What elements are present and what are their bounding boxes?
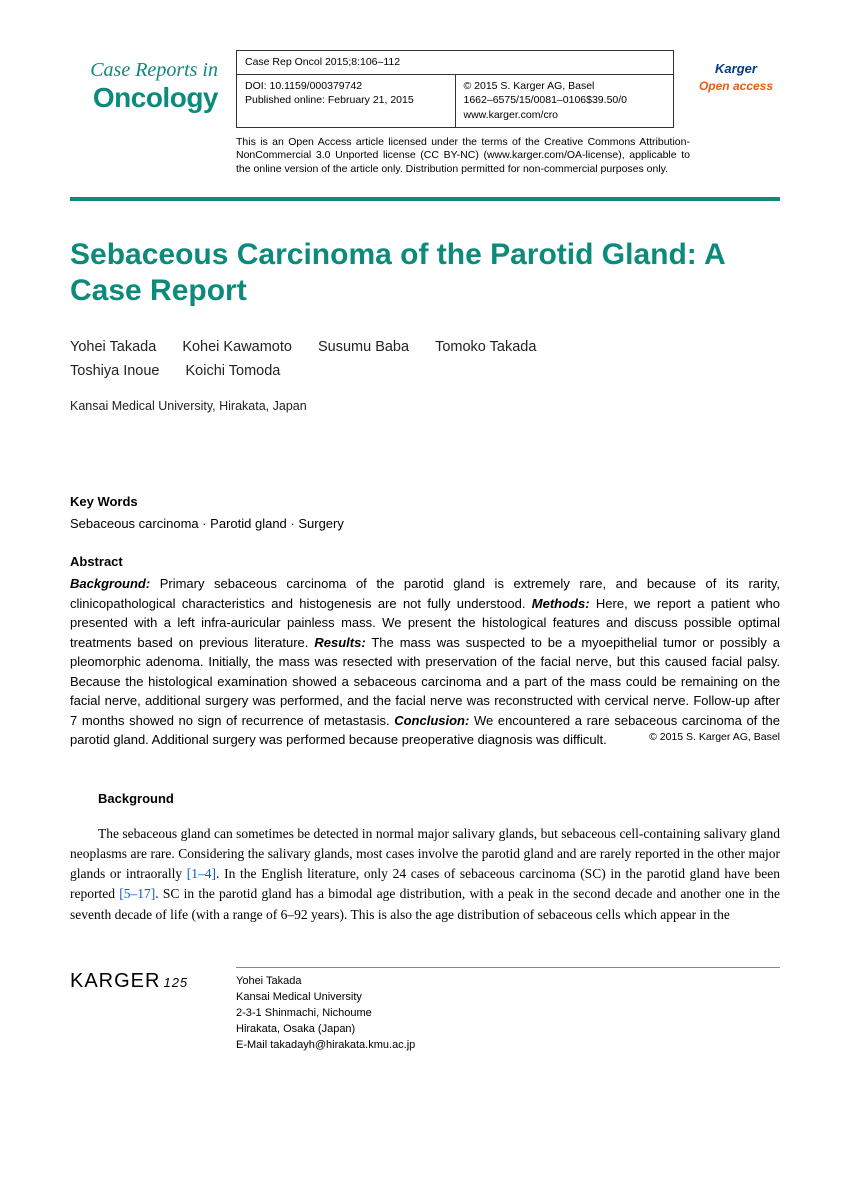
author: Kohei Kawamoto <box>182 335 292 360</box>
author: Tomoko Takada <box>435 335 536 360</box>
keywords-label: Key Words <box>70 493 780 511</box>
journal-logo: Case Reports in Oncology <box>70 50 218 112</box>
contact-address1: 2-3-1 Shinmachi, Nichoume <box>236 1006 780 1022</box>
meta-left: DOI: 10.1159/000379742 Published online:… <box>237 75 456 127</box>
journal-url: www.karger.com/cro <box>464 108 666 123</box>
meta-copyright: © 2015 S. Karger AG, Basel <box>464 79 666 94</box>
header-row: Case Reports in Oncology Case Rep Oncol … <box>70 50 780 128</box>
abstract-conclusion-label: Conclusion: <box>394 713 469 728</box>
abstract-copyright: © 2015 S. Karger AG, Basel <box>649 730 780 746</box>
open-access-label: Open access <box>692 78 780 95</box>
citation-ref[interactable]: [1–4] <box>187 866 216 881</box>
journal-name-line2: Oncology <box>70 84 218 112</box>
corresponding-author: Yohei Takada Kansai Medical University 2… <box>236 967 780 1054</box>
divider-rule <box>70 197 780 201</box>
keywords: Sebaceous carcinoma · Parotid gland · Su… <box>70 515 780 533</box>
page: Case Reports in Oncology Case Rep Oncol … <box>0 0 850 1094</box>
article-title: Sebaceous Carcinoma of the Parotid Gland… <box>70 237 780 309</box>
author: Koichi Tomoda <box>186 359 281 384</box>
citation: Case Rep Oncol 2015;8:106–112 <box>237 51 673 75</box>
body-text: . SC in the parotid gland has a bimodal … <box>70 886 780 921</box>
publisher-logo: KARGER125 <box>70 967 236 995</box>
published-date: Published online: February 21, 2015 <box>245 93 447 108</box>
abstract-label: Abstract <box>70 553 780 571</box>
body-heading: Background <box>98 790 780 808</box>
contact-name: Yohei Takada <box>236 974 780 990</box>
issn-price: 1662–6575/15/0081–0106$39.50/0 <box>464 93 666 108</box>
abstract-results-label: Results: <box>314 635 365 650</box>
contact-email: E-Mail takadayh@hirakata.kmu.ac.jp <box>236 1038 780 1054</box>
license-note: This is an Open Access article licensed … <box>236 136 690 177</box>
author: Toshiya Inoue <box>70 359 159 384</box>
citation-ref[interactable]: [5–17] <box>119 886 155 901</box>
publisher-name: KARGER <box>70 970 160 992</box>
footer: KARGER125 Yohei Takada Kansai Medical Un… <box>70 965 780 1054</box>
body-paragraph: The sebaceous gland can sometimes be det… <box>70 824 780 925</box>
contact-address2: Hirakata, Osaka (Japan) <box>236 1022 780 1038</box>
journal-name-line1: Case Reports in <box>70 56 218 84</box>
abstract-methods-label: Methods: <box>532 596 590 611</box>
publisher-badge: Karger <box>692 60 780 78</box>
meta-box: Case Rep Oncol 2015;8:106–112 DOI: 10.11… <box>236 50 674 128</box>
contact-institution: Kansai Medical University <box>236 990 780 1006</box>
meta-mid: DOI: 10.1159/000379742 Published online:… <box>237 75 673 127</box>
author: Yohei Takada <box>70 335 156 360</box>
meta-right: © 2015 S. Karger AG, Basel 1662–6575/15/… <box>456 75 674 127</box>
author: Susumu Baba <box>318 335 409 360</box>
abstract: Background: Primary sebaceous carcinoma … <box>70 574 780 750</box>
affiliation: Kansai Medical University, Hirakata, Jap… <box>70 398 780 416</box>
anniversary: 125 <box>163 975 188 990</box>
doi: DOI: 10.1159/000379742 <box>245 79 447 94</box>
open-access-badge: Karger Open access <box>692 50 780 95</box>
authors: Yohei Takada Kohei Kawamoto Susumu Baba … <box>70 335 780 384</box>
abstract-background-label: Background: <box>70 576 150 591</box>
